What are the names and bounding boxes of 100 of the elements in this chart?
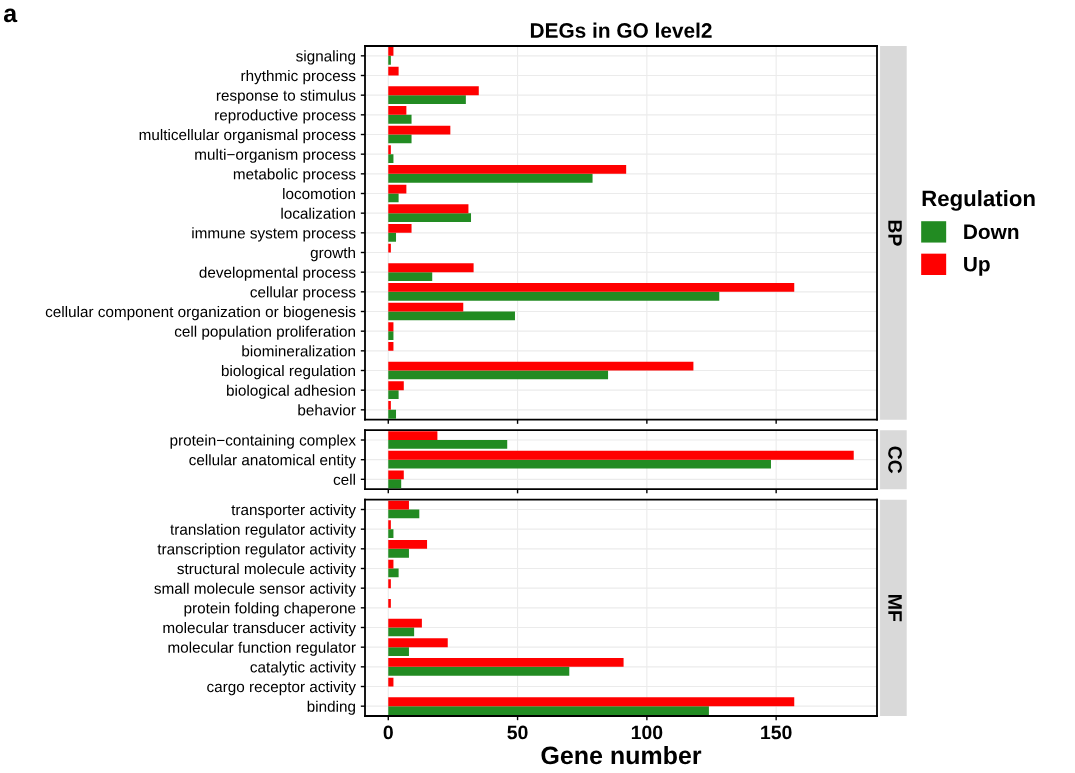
bar bbox=[388, 55, 391, 65]
y-tick-label: multi−organism process bbox=[195, 148, 356, 163]
bar bbox=[388, 409, 397, 419]
text: BP bbox=[888, 220, 902, 246]
bar bbox=[388, 86, 479, 96]
bar bbox=[388, 706, 709, 716]
y-tick-label: immune system process bbox=[192, 227, 356, 242]
bar bbox=[388, 173, 593, 183]
y-tick-label: reproductive process bbox=[215, 109, 356, 124]
x-tick-label: 150 bbox=[761, 725, 792, 740]
bar bbox=[388, 431, 438, 440]
y-tick-label: response to stimulus bbox=[216, 89, 356, 104]
y-tick-label: behavior bbox=[298, 404, 356, 416]
bar bbox=[388, 459, 771, 469]
y-tick-label: molecular function regulator bbox=[168, 641, 356, 656]
bar bbox=[388, 579, 391, 589]
y-tick-label: multicellular organismal process bbox=[139, 128, 356, 144]
bar bbox=[388, 263, 474, 273]
bar bbox=[388, 638, 448, 648]
y-tick-label: localization bbox=[281, 207, 355, 219]
y-tick-label: cell population proliferation bbox=[174, 325, 355, 340]
bar bbox=[388, 548, 409, 558]
y-tick-label: developmental process bbox=[199, 266, 356, 281]
bar bbox=[388, 134, 412, 144]
bar bbox=[388, 322, 394, 332]
bar bbox=[388, 361, 694, 371]
y-tick-label: structural molecule activity bbox=[177, 562, 356, 578]
y-tick-label: cargo receptor activity bbox=[207, 680, 356, 696]
bar bbox=[388, 618, 422, 628]
y-tick-label: cellular component organization or biogenesis bbox=[45, 305, 356, 321]
y-tick-label: biomineralization bbox=[242, 345, 355, 357]
bar bbox=[388, 341, 394, 351]
legend-label: Up bbox=[964, 257, 990, 276]
bar bbox=[388, 509, 420, 519]
bar bbox=[388, 520, 391, 530]
bar bbox=[388, 568, 399, 578]
bar bbox=[388, 291, 720, 301]
y-tick-label: translation regulator activity bbox=[170, 523, 356, 538]
bar bbox=[388, 114, 412, 124]
bar bbox=[388, 440, 508, 449]
bar bbox=[388, 450, 854, 460]
y-tick-label: growth bbox=[310, 246, 355, 262]
y-tick-label: locomotion bbox=[283, 187, 355, 200]
y-tick-label: rhythmic process bbox=[241, 69, 356, 85]
bar bbox=[388, 677, 394, 687]
bar bbox=[388, 204, 469, 214]
y-tick-label: metabolic process bbox=[233, 168, 356, 183]
bar bbox=[388, 272, 433, 282]
bar bbox=[388, 164, 627, 174]
bar bbox=[388, 697, 795, 707]
text: a bbox=[3, 8, 18, 23]
bar bbox=[388, 193, 399, 203]
bar bbox=[388, 282, 795, 292]
y-tick-label: small molecule sensor activity bbox=[154, 582, 356, 597]
bar bbox=[388, 627, 415, 637]
text: CC bbox=[888, 446, 902, 474]
y-tick-label: molecular transducer activity bbox=[163, 621, 356, 637]
bar bbox=[388, 154, 394, 164]
bar bbox=[388, 331, 394, 341]
bar bbox=[388, 105, 407, 115]
text: MF bbox=[888, 595, 902, 622]
bar bbox=[388, 598, 391, 608]
bar bbox=[388, 470, 404, 480]
bar bbox=[388, 657, 624, 667]
bar bbox=[388, 213, 472, 223]
y-tick-label: catalytic activity bbox=[250, 661, 356, 676]
y-tick-label: signaling bbox=[296, 50, 355, 65]
bar bbox=[388, 46, 394, 56]
bar bbox=[388, 125, 451, 135]
bar bbox=[388, 370, 609, 380]
bar bbox=[388, 390, 399, 400]
bar bbox=[388, 500, 409, 510]
bar bbox=[388, 184, 407, 194]
bar bbox=[388, 559, 394, 569]
y-tick-label: cellular process bbox=[250, 286, 356, 301]
x-tick-label: 0 bbox=[383, 725, 393, 740]
bar bbox=[388, 539, 428, 549]
x-tick-label: 100 bbox=[631, 725, 663, 740]
bar bbox=[388, 232, 397, 242]
y-tick-label: transporter activity bbox=[231, 503, 356, 519]
y-tick-label: binding bbox=[307, 700, 355, 715]
bar bbox=[388, 302, 464, 312]
bar bbox=[388, 647, 409, 657]
legend-label: Down bbox=[964, 224, 1019, 240]
bar bbox=[388, 381, 404, 391]
bar bbox=[388, 66, 399, 76]
y-tick-label: cell bbox=[333, 473, 355, 486]
chart-title: DEGs in GO level2 bbox=[530, 22, 712, 38]
y-tick-label: cellular anatomical entity bbox=[189, 454, 356, 469]
x-tick-label: 50 bbox=[507, 725, 528, 740]
legend-title: Regulation bbox=[922, 189, 1035, 211]
y-tick-label: biological adhesion bbox=[227, 384, 355, 399]
bar bbox=[388, 95, 466, 105]
x-axis-title: Gene number bbox=[541, 745, 702, 765]
y-tick-label: protein folding chaperone bbox=[184, 602, 356, 617]
bar bbox=[388, 243, 391, 253]
bar bbox=[388, 666, 570, 676]
y-tick-label: biological regulation bbox=[221, 364, 355, 380]
y-tick-label: protein−containing complex bbox=[170, 434, 356, 449]
bar bbox=[388, 529, 394, 539]
